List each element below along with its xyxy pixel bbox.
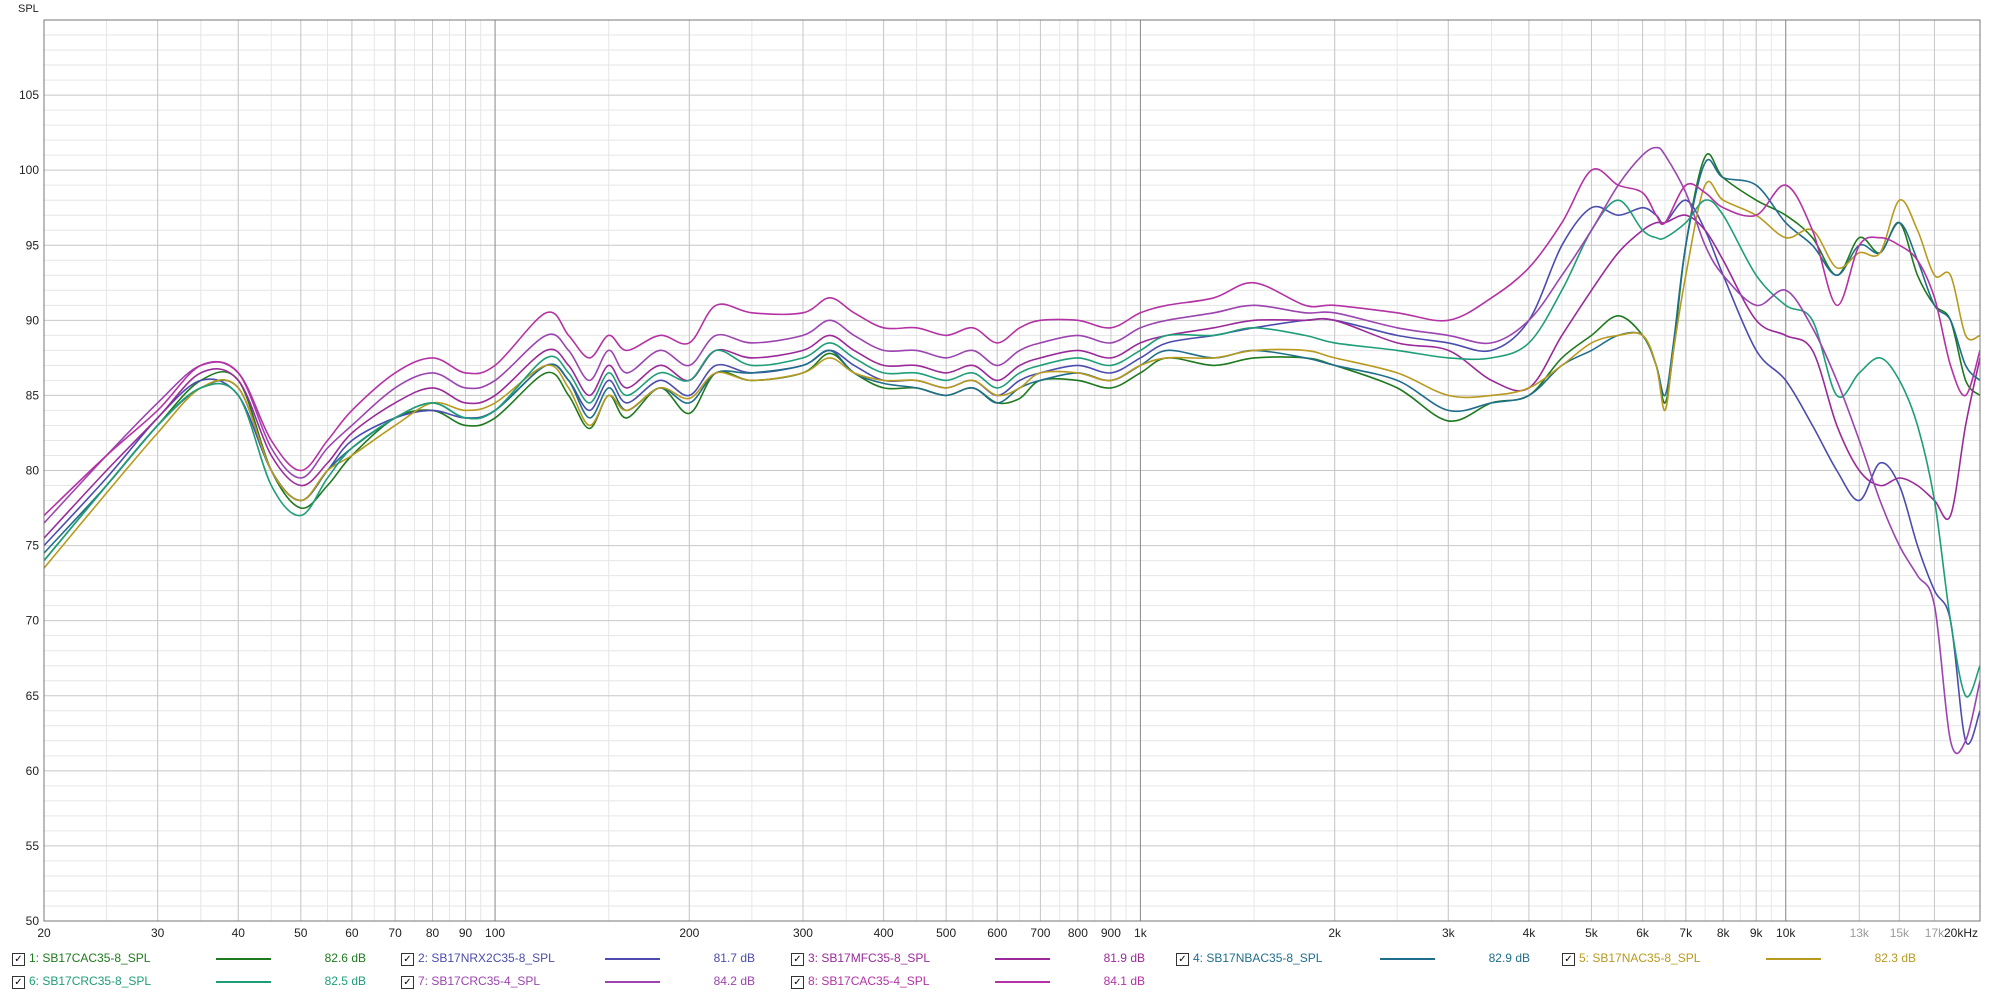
- legend-swatch-line: [605, 958, 660, 960]
- x-tick-labels: 20 30 40 50 60 70 80 90 100 200 300 400 500 600 700 800…: [37, 926, 1978, 940]
- x-tick-label: 200: [679, 926, 699, 940]
- legend-swatch-line: [605, 981, 660, 983]
- x-tick-label: 1k: [1134, 926, 1148, 940]
- y-axis-label: SPL: [18, 3, 39, 15]
- legend-checkbox-4[interactable]: ✓: [1176, 953, 1189, 966]
- legend-series-name: 5: SB17NAC35-8_SPL: [1579, 951, 1701, 965]
- x-tick-label: 15k: [1890, 926, 1910, 940]
- x-tick-label: 7k: [1679, 926, 1693, 940]
- legend-checkbox-7[interactable]: ✓: [401, 976, 414, 989]
- legend-swatch-line: [1380, 958, 1435, 960]
- y-tick-label: 100: [19, 163, 39, 177]
- legend-series-value: 82.3 dB: [1874, 951, 1916, 965]
- x-tick-label: 9k: [1750, 926, 1764, 940]
- x-tick-label: 20: [37, 926, 51, 940]
- legend-checkbox-8[interactable]: ✓: [791, 976, 804, 989]
- y-tick-label: 95: [26, 238, 40, 252]
- legend-checkbox-6[interactable]: ✓: [12, 976, 25, 989]
- x-tick-label: 4k: [1523, 926, 1537, 940]
- legend: ✓ 1: SB17CAC35-8_SPL 82.6 dB ✓ 2: SB17NRX2C3…: [0, 948, 2000, 1000]
- legend-swatch-line: [995, 981, 1050, 983]
- x-tick-label: 90: [459, 926, 473, 940]
- legend-item-7[interactable]: ✓ 7: SB17CRC35-4_SPL 84.2 dB: [395, 971, 780, 993]
- spl-chart: SPL 20 30 40 50 60 70 80 90 100 200 300 400 500 600 70…: [18, 3, 1981, 940]
- legend-item-6[interactable]: ✓ 6: SB17CRC35-8_SPL 82.5 dB: [6, 971, 391, 993]
- y-tick-label: 70: [26, 614, 40, 628]
- legend-series-value: 84.1 dB: [1103, 974, 1145, 988]
- legend-series-value: 81.9 dB: [1103, 951, 1145, 965]
- legend-series-value: 82.5 dB: [324, 974, 366, 988]
- legend-swatch-line: [1766, 958, 1821, 960]
- plot-frame: [43, 19, 1981, 922]
- y-tick-label: 50: [26, 914, 40, 928]
- x-tick-label: 400: [874, 926, 894, 940]
- legend-item-2[interactable]: ✓ 2: SB17NRX2C35-8_SPL 81.7 dB: [395, 948, 780, 970]
- legend-checkbox-5[interactable]: ✓: [1562, 953, 1575, 966]
- y-tick-label: 60: [26, 764, 40, 778]
- x-tick-label: 60: [345, 926, 359, 940]
- legend-item-1[interactable]: ✓ 1: SB17CAC35-8_SPL 82.6 dB: [6, 948, 391, 970]
- legend-series-value: 82.9 dB: [1488, 951, 1530, 965]
- series-line-5: [43, 180, 1981, 569]
- x-tick-label: 900: [1101, 926, 1121, 940]
- x-tick-label: 10k: [1776, 926, 1796, 940]
- legend-swatch-line: [216, 981, 271, 983]
- x-tick-label: 500: [936, 926, 956, 940]
- x-tick-label: 80: [426, 926, 440, 940]
- legend-series-name: 4: SB17NBAC35-8_SPL: [1193, 951, 1323, 965]
- x-tick-label: 8k: [1717, 926, 1731, 940]
- legend-checkbox-2[interactable]: ✓: [401, 953, 414, 966]
- legend-series-name: 6: SB17CRC35-8_SPL: [29, 974, 152, 988]
- legend-series-value: 81.7 dB: [713, 951, 755, 965]
- y-tick-label: 80: [26, 464, 40, 478]
- y-tick-label: 105: [19, 88, 39, 102]
- legend-series-name: 2: SB17NRX2C35-8_SPL: [418, 951, 555, 965]
- y-tick-label: 90: [26, 313, 40, 327]
- legend-series-name: 7: SB17CRC35-4_SPL: [418, 974, 541, 988]
- x-tick-label: 600: [987, 926, 1007, 940]
- series-line-1: [43, 153, 1981, 562]
- legend-series-value: 84.2 dB: [713, 974, 755, 988]
- y-tick-label: 85: [26, 388, 40, 402]
- x-tick-label: 300: [793, 926, 813, 940]
- y-tick-label: 55: [26, 839, 40, 853]
- x-tick-label: 30: [151, 926, 165, 940]
- x-tick-label: 700: [1030, 926, 1050, 940]
- legend-checkbox-3[interactable]: ✓: [791, 953, 804, 966]
- y-tick-labels: 50 55 60 65 70 75 80 85 90 95 100 105: [19, 88, 39, 928]
- legend-swatch-line: [216, 958, 271, 960]
- x-tick-label: 100: [485, 926, 505, 940]
- legend-checkbox-1[interactable]: ✓: [12, 953, 25, 966]
- legend-swatch-line: [995, 958, 1050, 960]
- x-tick-label: 20kHz: [1944, 926, 1978, 940]
- legend-series-name: 1: SB17CAC35-8_SPL: [29, 951, 151, 965]
- x-tick-label: 17k: [1925, 926, 1945, 940]
- series-layer: [43, 146, 1981, 755]
- x-tick-label: 800: [1068, 926, 1088, 940]
- series-line-7: [43, 146, 1981, 755]
- legend-series-name: 3: SB17MFC35-8_SPL: [808, 951, 931, 965]
- x-tick-label: 50: [294, 926, 308, 940]
- series-line-8: [43, 168, 1981, 517]
- y-tick-label: 75: [26, 539, 40, 553]
- legend-item-5[interactable]: ✓ 5: SB17NAC35-8_SPL 82.3 dB: [1556, 948, 1941, 970]
- x-tick-label: 40: [232, 926, 246, 940]
- legend-series-name: 8: SB17CAC35-4_SPL: [808, 974, 930, 988]
- series-line-6: [43, 199, 1981, 698]
- y-tick-label: 65: [26, 689, 40, 703]
- legend-item-3[interactable]: ✓ 3: SB17MFC35-8_SPL 81.9 dB: [785, 948, 1170, 970]
- legend-item-4[interactable]: ✓ 4: SB17NBAC35-8_SPL 82.9 dB: [1170, 948, 1555, 970]
- x-tick-label: 6k: [1636, 926, 1650, 940]
- x-tick-label: 5k: [1585, 926, 1599, 940]
- x-tick-label: 3k: [1442, 926, 1456, 940]
- series-line-3: [43, 214, 1981, 539]
- x-tick-label: 2k: [1328, 926, 1342, 940]
- x-tick-label: 13k: [1850, 926, 1870, 940]
- legend-item-8[interactable]: ✓ 8: SB17CAC35-4_SPL 84.1 dB: [785, 971, 1170, 993]
- x-tick-label: 70: [388, 926, 402, 940]
- legend-series-value: 82.6 dB: [324, 951, 366, 965]
- series-line-2: [43, 199, 1981, 745]
